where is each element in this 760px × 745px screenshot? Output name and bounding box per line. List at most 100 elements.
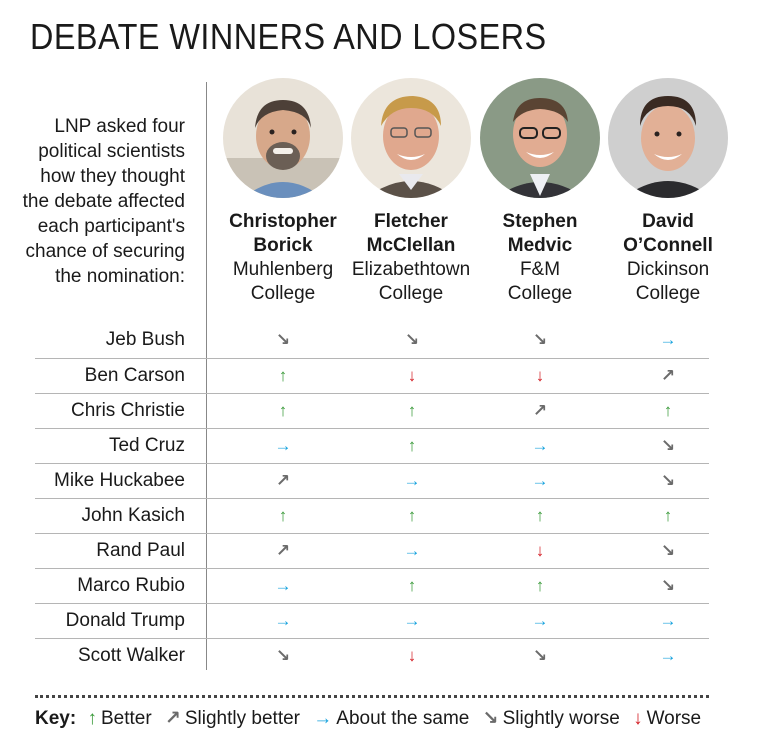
scientist-oconnell: David O’Connell Dickinson College <box>603 78 733 306</box>
scientist-institution: Dickinson <box>626 259 710 280</box>
scientist-institution-type: College <box>635 283 701 304</box>
rating-arrow-icon: ↓ <box>535 366 545 385</box>
scientist-borick: Christopher Borick Muhlenberg College <box>218 78 348 306</box>
mcclellan-photo <box>351 78 471 198</box>
rating-arrow-icon: ↓ <box>535 541 545 560</box>
scientist-institution-type: College <box>250 283 316 304</box>
up-right-arrow-icon: ↗ <box>164 708 181 729</box>
table-row: John Kasich ↑ ↑ ↑ ↑ <box>35 498 709 534</box>
table-row: Scott Walker ↘ ↓ ↘ → <box>35 638 709 674</box>
right-arrow-icon: → <box>313 708 333 729</box>
medvic-photo <box>480 78 600 198</box>
candidate-name: Donald Trump <box>65 610 185 631</box>
rating-arrow-icon: ↘ <box>532 330 548 349</box>
rating-arrow-icon: ↑ <box>407 576 417 595</box>
legend-label: Slightly better <box>184 708 300 729</box>
table-row: Jeb Bush ↘ ↘ ↘ → <box>35 323 709 358</box>
intro-text: LNP asked four political scientists how … <box>22 116 185 287</box>
legend-label: Better <box>100 708 152 729</box>
legend-label: Worse <box>646 708 702 729</box>
legend: Key: ↑ Better ↗ Slightly better → About the… <box>35 707 709 730</box>
scientist-institution-type: College <box>378 283 444 304</box>
rating-arrow-icon: ↗ <box>275 471 291 490</box>
rating-arrow-icon: → <box>659 611 677 630</box>
table-row: Rand Paul ↗ → ↓ ↘ <box>35 533 709 569</box>
rating-arrow-icon: ↘ <box>275 646 291 665</box>
candidate-name: Marco Rubio <box>77 575 185 596</box>
scientist-medvic: Stephen Medvic F&M College <box>475 78 605 306</box>
rating-arrow-icon: ↑ <box>663 506 673 525</box>
scientist-institution: Muhlenberg <box>232 259 334 280</box>
legend-item-better: ↑ Better <box>87 708 151 729</box>
rating-arrow-icon: ↓ <box>407 646 417 665</box>
legend-item-same: → About the same <box>313 708 469 729</box>
rating-arrow-icon: → <box>403 611 421 630</box>
scientist-first-name: Christopher <box>229 211 337 232</box>
rating-arrow-icon: ↓ <box>407 366 417 385</box>
scientist-institution: F&M <box>519 259 561 280</box>
legend-item-slightly-better: ↗ Slightly better <box>165 708 300 729</box>
rating-arrow-icon: ↘ <box>660 576 676 595</box>
rating-arrow-icon: ↘ <box>532 646 548 665</box>
rating-arrow-icon: ↑ <box>535 506 545 525</box>
table-row: Ben Carson ↑ ↓ ↓ ↗ <box>35 358 709 394</box>
table-row: Donald Trump → → → → <box>35 603 709 639</box>
candidate-name: Chris Christie <box>70 400 185 421</box>
rating-arrow-icon: → <box>274 576 292 595</box>
rating-arrow-icon: ↘ <box>660 541 676 560</box>
rating-arrow-icon: → <box>274 436 292 455</box>
rating-arrow-icon: ↘ <box>404 330 420 349</box>
legend-label: Slightly worse <box>502 708 620 729</box>
rating-arrow-icon: ↑ <box>663 401 673 420</box>
scientist-institution: Elizabethtown <box>351 259 471 280</box>
rating-arrow-icon: → <box>659 646 677 665</box>
rating-arrow-icon: → <box>403 471 421 490</box>
candidate-name: Mike Huckabee <box>54 470 185 491</box>
rating-arrow-icon: → <box>531 611 549 630</box>
oconnell-photo <box>608 78 728 198</box>
rating-arrow-icon: → <box>531 436 549 455</box>
rating-arrow-icon: → <box>274 611 292 630</box>
candidate-name: John Kasich <box>81 505 185 526</box>
column-divider <box>206 82 207 670</box>
table-row: Ted Cruz → ↑ → ↘ <box>35 428 709 464</box>
rating-arrow-icon: ↑ <box>278 366 288 385</box>
candidate-name: Jeb Bush <box>105 329 185 350</box>
legend-title: Key: <box>35 708 77 729</box>
rating-arrow-icon: ↑ <box>407 401 417 420</box>
page-title: DEBATE WINNERS AND LOSERS <box>30 16 547 57</box>
down-right-arrow-icon: ↘ <box>482 708 499 729</box>
rating-arrow-icon: ↗ <box>660 366 676 385</box>
down-arrow-icon: ↓ <box>633 708 643 729</box>
rating-arrow-icon: ↑ <box>278 401 288 420</box>
up-arrow-icon: ↑ <box>87 708 97 729</box>
borick-photo <box>223 78 343 198</box>
table-row: Marco Rubio → ↑ ↑ ↘ <box>35 568 709 604</box>
scientist-last-name: Medvic <box>507 235 573 256</box>
legend-item-worse: ↓ Worse <box>633 708 701 729</box>
candidate-name: Ben Carson <box>84 365 185 386</box>
rating-arrow-icon: ↗ <box>275 541 291 560</box>
table-row: Chris Christie ↑ ↑ ↗ ↑ <box>35 393 709 429</box>
rating-arrow-icon: ↘ <box>660 471 676 490</box>
scientist-mcclellan: Fletcher McClellan Elizabethtown College <box>346 78 476 306</box>
rating-arrow-icon: ↑ <box>535 576 545 595</box>
rating-arrow-icon: → <box>403 541 421 560</box>
rating-arrow-icon: ↘ <box>275 330 291 349</box>
scientist-last-name: Borick <box>253 235 313 256</box>
candidate-name: Rand Paul <box>96 540 185 561</box>
legend-label: About the same <box>336 708 470 729</box>
legend-item-slightly-worse: ↘ Slightly worse <box>483 708 620 729</box>
rating-arrow-icon: → <box>531 471 549 490</box>
rating-arrow-icon: ↑ <box>407 506 417 525</box>
scientist-first-name: Stephen <box>502 211 578 232</box>
rating-arrow-icon: ↑ <box>278 506 288 525</box>
table-row: Mike Huckabee ↗ → → ↘ <box>35 463 709 499</box>
dotted-divider <box>35 695 709 698</box>
scientist-first-name: Fletcher <box>374 211 448 232</box>
candidate-name: Scott Walker <box>78 645 185 666</box>
scientist-institution-type: College <box>507 283 573 304</box>
rating-arrow-icon: → <box>659 330 677 349</box>
scientist-first-name: David <box>642 211 694 232</box>
rating-arrow-icon: ↑ <box>407 436 417 455</box>
